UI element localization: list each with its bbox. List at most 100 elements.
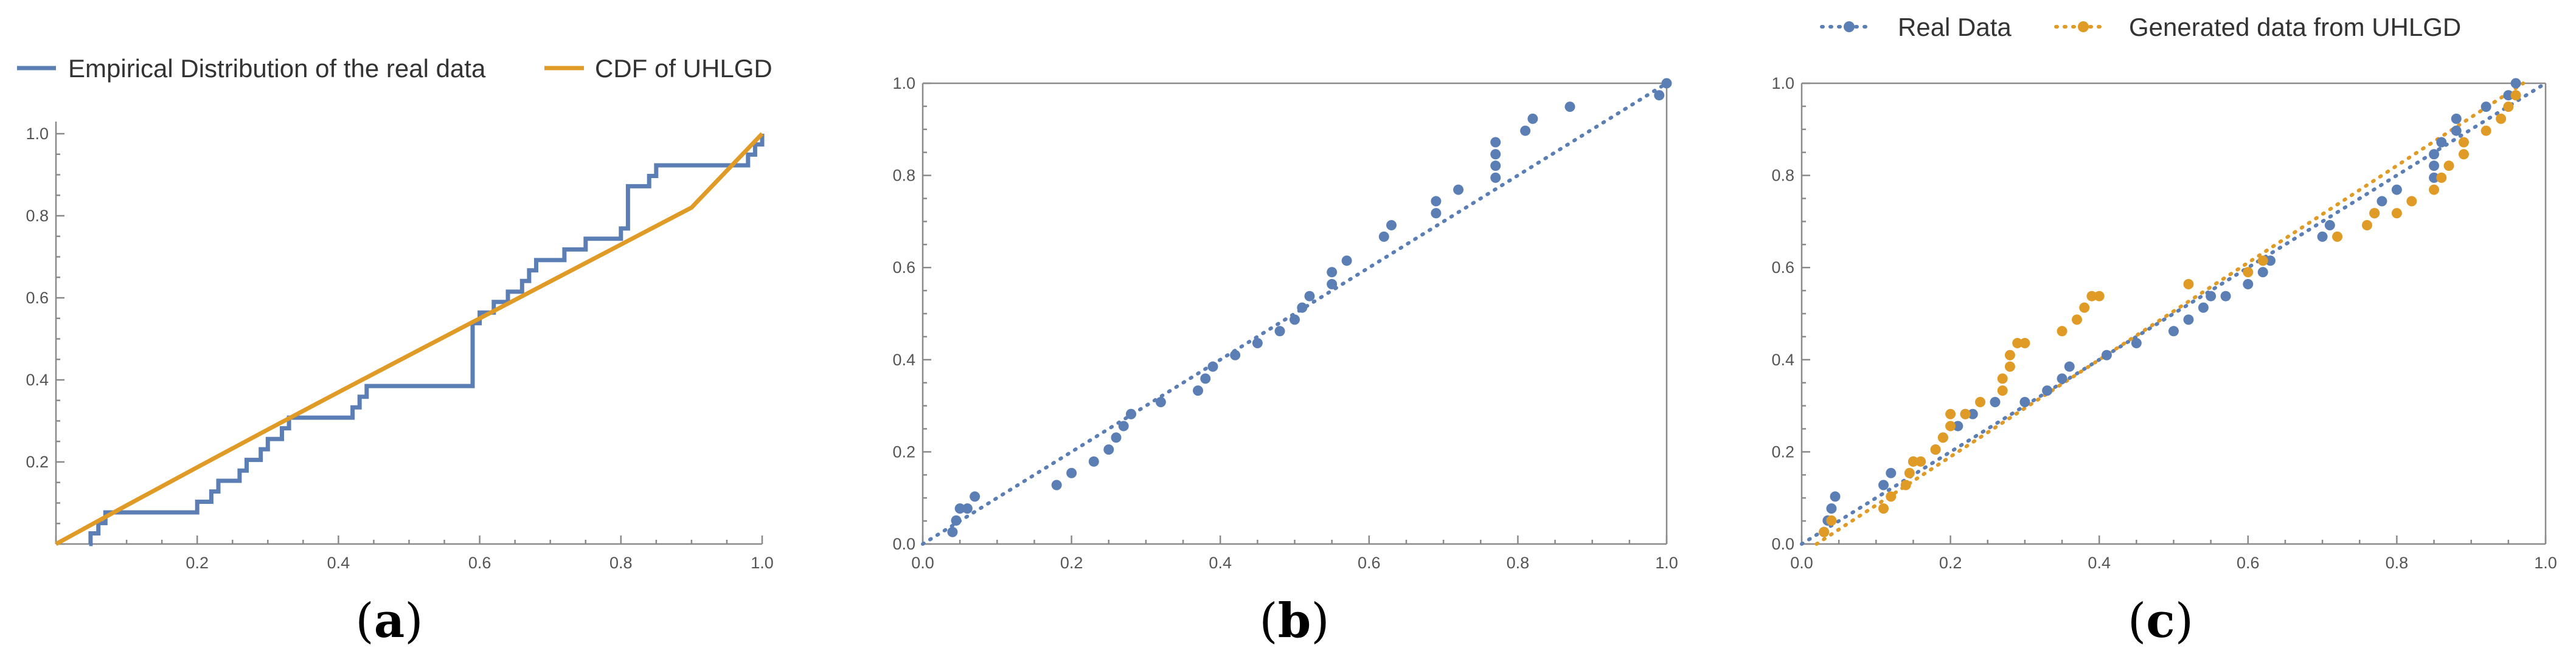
- generated-data-point: [2004, 361, 2015, 372]
- real-data-point: [2064, 361, 2075, 372]
- y-tick-label: 1.0: [1771, 74, 1794, 92]
- real-data-point: [2257, 267, 2268, 278]
- caption-paren-open: (: [2128, 594, 2146, 649]
- generated-data-point: [2503, 102, 2514, 112]
- y-tick-label: 0.6: [26, 289, 49, 307]
- generated-reference-line: [1814, 81, 2526, 546]
- empirical-step-line: [88, 134, 765, 546]
- y-tick-label: 0.0: [892, 535, 915, 553]
- data-point: [1252, 338, 1263, 349]
- data-point: [1490, 149, 1501, 160]
- caption-letter: a: [374, 593, 405, 649]
- data-point: [1066, 467, 1077, 478]
- real-data-point: [1990, 397, 2001, 408]
- generated-data-point: [2057, 326, 2067, 337]
- data-point: [1290, 314, 1300, 325]
- real-reference-line: [1800, 81, 2547, 546]
- generated-data-point: [2086, 291, 2097, 301]
- caption-a: (a): [355, 593, 423, 649]
- generated-data-point: [2243, 267, 2254, 278]
- generated-data-point: [2458, 149, 2469, 160]
- real-data-point: [2451, 125, 2462, 136]
- data-point: [1386, 219, 1397, 230]
- y-tick-label: 0.2: [892, 442, 915, 461]
- y-tick-label: 0.2: [1771, 442, 1794, 461]
- generated-data-point: [2369, 208, 2380, 219]
- real-data-point: [2131, 338, 2142, 349]
- generated-data-point: [1997, 373, 2008, 384]
- data-point: [1125, 408, 1136, 419]
- y-tick-label: 0.4: [26, 371, 49, 389]
- generated-data-point: [1945, 408, 1956, 419]
- x-tick-label: 0.4: [1209, 554, 1232, 572]
- real-data-point: [2243, 278, 2254, 289]
- caption-paren-close: ): [1311, 594, 1329, 649]
- y-tick-label: 0.4: [1771, 351, 1794, 369]
- real-data-point: [1967, 408, 1978, 419]
- y-tick-label: 0.8: [1771, 167, 1794, 185]
- caption-paren-open: (: [355, 594, 373, 649]
- y-tick-label: 1.0: [26, 125, 49, 143]
- uhlgd-cdf-line: [55, 132, 764, 546]
- legend-label-uhlgd: CDF of UHLGD: [595, 54, 772, 83]
- data-point: [1564, 102, 1575, 112]
- data-point: [1230, 349, 1241, 360]
- generated-data-point: [2072, 314, 2083, 325]
- data-point: [1051, 480, 1062, 491]
- generated-data-point: [1937, 432, 1948, 443]
- generated-data-point: [1908, 456, 1918, 467]
- real-data-point: [1886, 467, 1897, 478]
- real-data-point: [2265, 255, 2276, 266]
- caption-b: (b): [1259, 593, 1329, 649]
- legend-label-generated: Generated data from UHLGD: [2129, 13, 2461, 41]
- data-point: [951, 515, 962, 526]
- data-point: [1327, 278, 1338, 289]
- y-tick-label: 0.2: [26, 453, 49, 471]
- real-data-point: [2220, 291, 2231, 301]
- real-data-point: [2503, 90, 2514, 101]
- data-point: [1527, 113, 1538, 124]
- panel-a: 0.2 0.4 0.6 0.8 1.0 0.2 0.4 0.6 0.8 1.0 Empirical …: [17, 54, 774, 649]
- data-point: [1378, 231, 1389, 242]
- data-point: [1207, 361, 1218, 372]
- real-data-point: [2198, 302, 2209, 313]
- legend-a: Empirical Distribution of the real data C…: [17, 54, 772, 83]
- data-point: [1304, 291, 1315, 301]
- data-point: [1341, 255, 1352, 266]
- generated-data-point: [2361, 219, 2372, 230]
- generated-data-point: [1975, 397, 1986, 408]
- panel-c: 0.0 0.2 0.4 0.6 0.8 1.0 0.0 0.2 0.4 0.6 0.8 1.0 Real…: [1771, 13, 2557, 649]
- data-point: [947, 526, 958, 537]
- real-data-point: [2429, 160, 2440, 171]
- y-tick-label: 0.0: [1771, 535, 1794, 553]
- x-tick-label: 0.8: [2386, 554, 2409, 572]
- x-tick-label: 0.8: [609, 554, 633, 572]
- panel-b: 0.0 0.2 0.4 0.6 0.8 1.0 0.0 0.2 0.4 0.6 0.8 1.0 (b): [892, 74, 1678, 649]
- real-data-point: [2183, 314, 2194, 325]
- data-point: [962, 503, 973, 514]
- real-data-point: [2436, 137, 2447, 148]
- data-point: [1200, 373, 1211, 384]
- legend-marker-real: [1844, 21, 1855, 32]
- y-tick-label: 1.0: [892, 74, 915, 92]
- data-point: [1490, 172, 1501, 183]
- legend-label-empirical: Empirical Distribution of the real data: [68, 54, 486, 83]
- real-data-point: [2042, 385, 2053, 396]
- data-point: [1453, 184, 1464, 195]
- data-point: [1274, 326, 1285, 337]
- generated-data-point: [2004, 349, 2015, 360]
- y-tick-label: 0.6: [892, 258, 915, 277]
- real-data-point: [2510, 78, 2521, 89]
- real-data-point: [2391, 184, 2402, 195]
- x-tick-label: 0.2: [1060, 554, 1083, 572]
- generated-data-point: [1826, 515, 1837, 526]
- x-tick-label: 0.6: [2237, 554, 2260, 572]
- real-data-point: [2429, 149, 2440, 160]
- data-point: [1431, 196, 1442, 207]
- real-data-point: [2429, 172, 2440, 183]
- generated-data-point: [2094, 291, 2105, 301]
- real-data-point: [2206, 291, 2217, 301]
- generated-data-point: [1900, 480, 1911, 491]
- real-data-point: [2317, 231, 2328, 242]
